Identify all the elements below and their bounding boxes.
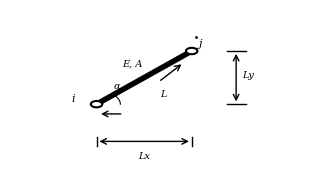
Text: Ly: Ly xyxy=(243,71,254,80)
Text: i: i xyxy=(71,94,75,104)
Circle shape xyxy=(186,48,197,54)
Text: E, A: E, A xyxy=(122,60,142,69)
Text: L: L xyxy=(160,90,166,99)
Text: α: α xyxy=(114,82,121,91)
Circle shape xyxy=(91,101,102,107)
Text: j: j xyxy=(198,39,202,50)
Text: Lx: Lx xyxy=(138,152,150,161)
